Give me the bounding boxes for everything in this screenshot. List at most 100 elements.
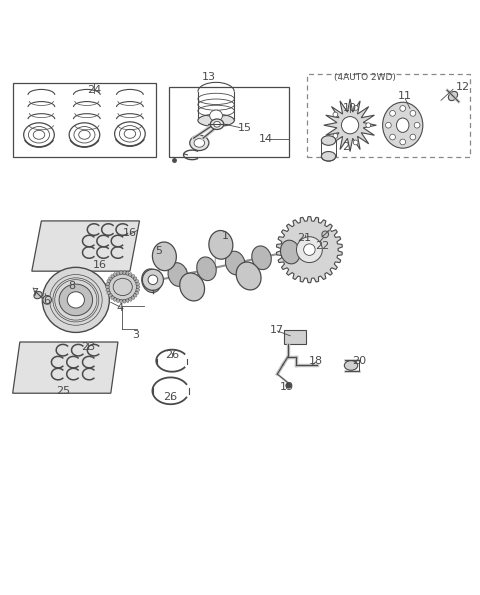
Ellipse shape [333, 133, 338, 138]
Text: 24: 24 [87, 85, 101, 95]
Ellipse shape [132, 296, 135, 299]
Ellipse shape [135, 292, 139, 295]
Ellipse shape [136, 289, 140, 292]
Ellipse shape [252, 246, 271, 270]
Ellipse shape [322, 231, 328, 237]
Ellipse shape [117, 299, 120, 302]
Text: 4: 4 [117, 303, 124, 313]
Text: 2: 2 [342, 142, 349, 152]
Text: 16: 16 [123, 228, 137, 238]
Ellipse shape [410, 111, 416, 116]
Ellipse shape [107, 292, 110, 295]
Ellipse shape [214, 121, 220, 127]
Text: 12: 12 [456, 82, 469, 92]
Ellipse shape [142, 269, 161, 293]
Text: 10: 10 [343, 104, 357, 114]
Text: 25: 25 [56, 386, 70, 396]
Ellipse shape [333, 112, 338, 117]
Polygon shape [276, 217, 342, 283]
Text: 21: 21 [298, 233, 312, 243]
Ellipse shape [152, 242, 176, 271]
Ellipse shape [120, 299, 122, 303]
Ellipse shape [42, 267, 109, 333]
Ellipse shape [34, 292, 42, 299]
Ellipse shape [108, 277, 112, 280]
Text: 15: 15 [238, 123, 252, 133]
Text: 26: 26 [164, 392, 178, 402]
Text: 5: 5 [155, 246, 162, 256]
Text: 23: 23 [81, 342, 96, 352]
Ellipse shape [43, 296, 51, 304]
Ellipse shape [353, 105, 358, 110]
Ellipse shape [143, 270, 163, 290]
Ellipse shape [106, 289, 109, 292]
Ellipse shape [390, 111, 396, 116]
Text: 18: 18 [309, 356, 323, 366]
Ellipse shape [322, 136, 336, 145]
Text: 17: 17 [270, 325, 284, 335]
Ellipse shape [226, 251, 245, 275]
Ellipse shape [410, 134, 416, 140]
FancyBboxPatch shape [12, 83, 156, 157]
Text: 13: 13 [202, 73, 216, 82]
Ellipse shape [136, 283, 140, 286]
Text: 16: 16 [93, 260, 107, 270]
Ellipse shape [113, 298, 117, 301]
Ellipse shape [236, 262, 261, 290]
Ellipse shape [120, 271, 122, 275]
Text: 3: 3 [132, 330, 140, 340]
Ellipse shape [280, 240, 300, 264]
Text: 1: 1 [222, 231, 229, 241]
Ellipse shape [297, 237, 323, 262]
Ellipse shape [209, 230, 233, 259]
Ellipse shape [194, 139, 204, 147]
Ellipse shape [132, 274, 135, 278]
Ellipse shape [133, 277, 137, 280]
Ellipse shape [180, 273, 204, 301]
Text: 7: 7 [32, 288, 39, 298]
Ellipse shape [341, 117, 359, 134]
Ellipse shape [129, 298, 132, 301]
Text: 6: 6 [44, 296, 50, 306]
Ellipse shape [190, 135, 209, 151]
Ellipse shape [129, 273, 132, 276]
Ellipse shape [107, 280, 110, 283]
Text: (4AUTO 2WD): (4AUTO 2WD) [334, 73, 396, 82]
Ellipse shape [385, 123, 391, 128]
Polygon shape [324, 99, 376, 152]
Ellipse shape [136, 286, 140, 289]
Ellipse shape [400, 105, 406, 111]
FancyBboxPatch shape [284, 330, 306, 345]
Ellipse shape [113, 273, 117, 276]
Ellipse shape [135, 280, 139, 283]
Polygon shape [32, 221, 140, 271]
Ellipse shape [366, 123, 371, 127]
Ellipse shape [117, 271, 120, 275]
Ellipse shape [59, 284, 93, 316]
Ellipse shape [123, 271, 126, 275]
Text: 22: 22 [315, 241, 329, 251]
Ellipse shape [197, 257, 216, 281]
Ellipse shape [304, 244, 315, 255]
Ellipse shape [108, 294, 112, 297]
Ellipse shape [67, 292, 84, 308]
Text: 14: 14 [259, 134, 274, 143]
Ellipse shape [344, 361, 358, 370]
Ellipse shape [108, 274, 137, 300]
Text: 19: 19 [279, 382, 293, 392]
Ellipse shape [133, 294, 137, 297]
Ellipse shape [123, 299, 126, 303]
Text: 11: 11 [398, 92, 412, 102]
Ellipse shape [210, 119, 224, 130]
Ellipse shape [210, 110, 222, 121]
Ellipse shape [390, 134, 396, 140]
Ellipse shape [168, 263, 188, 286]
Text: 8: 8 [68, 280, 75, 290]
Ellipse shape [106, 283, 109, 286]
Text: 26: 26 [165, 350, 179, 360]
Ellipse shape [396, 118, 409, 132]
Text: 20: 20 [352, 356, 366, 366]
Polygon shape [12, 342, 118, 393]
Ellipse shape [111, 274, 114, 278]
Ellipse shape [106, 286, 109, 289]
